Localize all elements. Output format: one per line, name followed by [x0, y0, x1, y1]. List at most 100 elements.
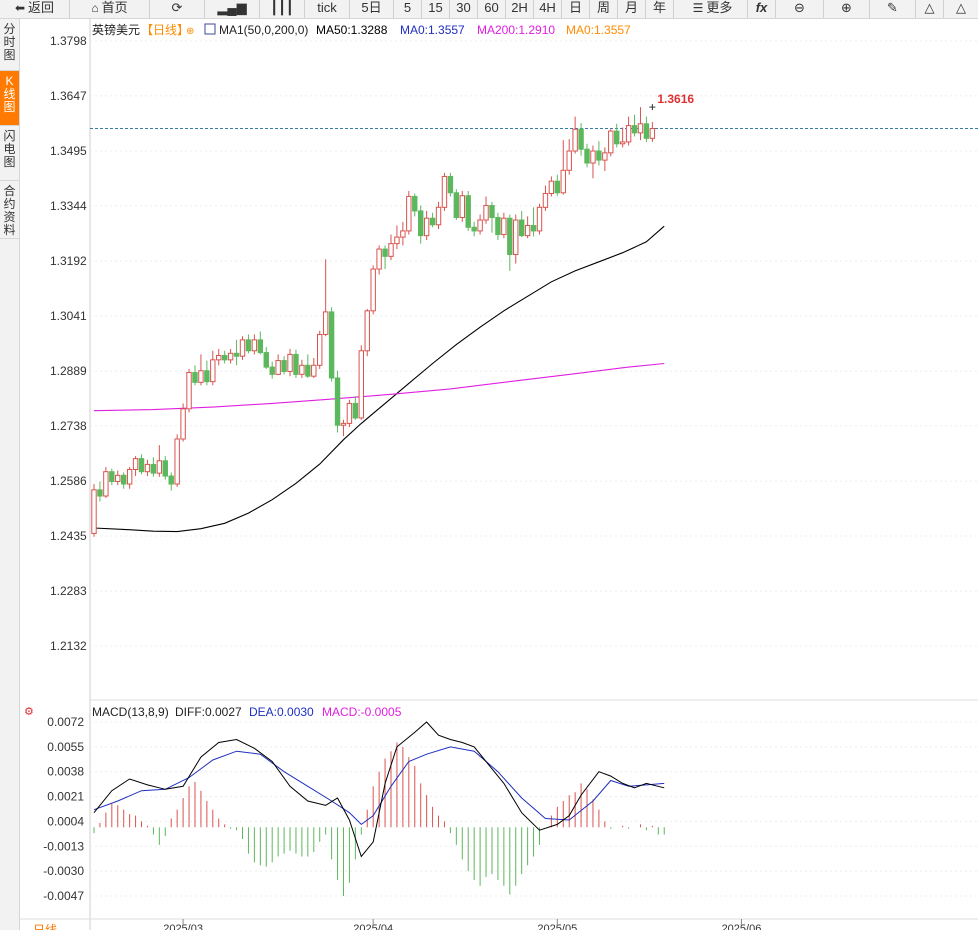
- candle-body[interactable]: [453, 192, 460, 218]
- candle-body[interactable]: [406, 195, 412, 232]
- formula-button[interactable]: fx: [748, 0, 776, 18]
- candle-body[interactable]: [441, 175, 448, 208]
- candle-body[interactable]: [542, 193, 549, 208]
- more-button[interactable]: ☰ 更多: [678, 0, 748, 18]
- candle-body[interactable]: [602, 152, 608, 161]
- candle-body[interactable]: [144, 463, 151, 473]
- candle-body[interactable]: [435, 206, 442, 226]
- candle-body[interactable]: [334, 377, 341, 426]
- candle-body[interactable]: [293, 353, 299, 375]
- candle-body[interactable]: [495, 216, 501, 236]
- candle-body[interactable]: [554, 180, 561, 194]
- candle-body[interactable]: [608, 130, 614, 154]
- candle-body[interactable]: [584, 148, 590, 164]
- candle-body[interactable]: [180, 408, 186, 440]
- candle-body[interactable]: [400, 230, 406, 238]
- period-button-周[interactable]: 周: [590, 0, 618, 18]
- candle-body[interactable]: [156, 460, 163, 474]
- candle-body[interactable]: [192, 372, 198, 383]
- candle-body[interactable]: [346, 402, 353, 424]
- zoom-in-button[interactable]: ⊕: [824, 0, 870, 18]
- back-button[interactable]: ⬅ 返回: [0, 0, 70, 18]
- side-tab-2[interactable]: 闪电图: [0, 126, 19, 181]
- candle-body[interactable]: [121, 474, 127, 485]
- candle-body[interactable]: [97, 489, 103, 497]
- period-button-5日[interactable]: 5日: [350, 0, 394, 18]
- candle-body[interactable]: [233, 352, 240, 357]
- candle-body[interactable]: [394, 236, 400, 245]
- candle-body[interactable]: [275, 360, 281, 375]
- candle-body[interactable]: [447, 175, 454, 194]
- candle-body[interactable]: [649, 128, 656, 139]
- refresh-button[interactable]: ⟳: [150, 0, 205, 18]
- candle-body[interactable]: [317, 333, 323, 366]
- candle-body[interactable]: [132, 458, 139, 471]
- candle-body[interactable]: [637, 123, 644, 134]
- candle-body[interactable]: [631, 125, 638, 134]
- candle-body[interactable]: [489, 205, 495, 218]
- period-button-60[interactable]: 60: [478, 0, 506, 18]
- candle-body[interactable]: [536, 206, 543, 232]
- candle-body[interactable]: [619, 141, 626, 145]
- candle-body[interactable]: [91, 489, 97, 534]
- candle-body[interactable]: [572, 128, 578, 152]
- candle-body[interactable]: [239, 339, 246, 357]
- candle-body[interactable]: [109, 471, 115, 482]
- period-button-月[interactable]: 月: [618, 0, 646, 18]
- candle-body[interactable]: [423, 217, 430, 237]
- candle-body[interactable]: [382, 248, 388, 257]
- candle-body[interactable]: [352, 402, 359, 419]
- side-tab-3[interactable]: 合约资料: [0, 181, 19, 239]
- candle-body[interactable]: [625, 125, 632, 143]
- candle-body[interactable]: [358, 350, 365, 419]
- candle-body[interactable]: [643, 123, 650, 139]
- candle-body[interactable]: [507, 217, 513, 256]
- period-button-5[interactable]: 5: [394, 0, 422, 18]
- candle-body[interactable]: [269, 366, 275, 375]
- candle-body[interactable]: [590, 150, 596, 164]
- candle-body[interactable]: [281, 360, 287, 372]
- candle-body[interactable]: [614, 130, 620, 145]
- candle-body[interactable]: [566, 150, 572, 171]
- candle-body[interactable]: [477, 219, 483, 232]
- candle-body[interactable]: [501, 217, 507, 236]
- indicator-button[interactable]: ▂▄▆: [205, 0, 260, 18]
- candle-body[interactable]: [103, 471, 109, 497]
- candle-body[interactable]: [150, 463, 157, 474]
- candle-body[interactable]: [198, 370, 204, 383]
- candle-body[interactable]: [299, 364, 305, 375]
- candle-body[interactable]: [459, 195, 465, 218]
- candle-body[interactable]: [257, 339, 264, 354]
- candle-body[interactable]: [530, 224, 537, 232]
- candle-body[interactable]: [524, 224, 531, 237]
- tick-button[interactable]: tick: [305, 0, 350, 18]
- candle-body[interactable]: [465, 195, 471, 228]
- candle-body[interactable]: [204, 370, 210, 383]
- candle-body[interactable]: [245, 339, 252, 352]
- candle-body[interactable]: [162, 460, 168, 477]
- candle-body[interactable]: [518, 219, 525, 237]
- candle-body[interactable]: [227, 352, 234, 361]
- candle-body[interactable]: [305, 364, 311, 377]
- candle-body[interactable]: [126, 469, 133, 485]
- period-button-15[interactable]: 15: [422, 0, 450, 18]
- zoom-out-button[interactable]: ⊖: [776, 0, 824, 18]
- candle-body[interactable]: [174, 438, 180, 485]
- candle-body[interactable]: [168, 475, 174, 485]
- period-button-2H[interactable]: 2H: [506, 0, 534, 18]
- triangle-down-button[interactable]: △: [944, 0, 978, 18]
- candle-body[interactable]: [287, 353, 293, 372]
- candle-body[interactable]: [370, 268, 376, 312]
- period-button-4H[interactable]: 4H: [534, 0, 562, 18]
- candle-body[interactable]: [513, 219, 519, 256]
- candle-body[interactable]: [471, 226, 477, 232]
- side-tab-0[interactable]: 分时图: [0, 19, 19, 71]
- candle-body[interactable]: [251, 339, 258, 352]
- candle-body[interactable]: [221, 354, 228, 361]
- candle-body[interactable]: [115, 474, 121, 482]
- candle-body[interactable]: [186, 372, 192, 410]
- home-button[interactable]: ⌂ 首页: [70, 0, 150, 18]
- candle-body[interactable]: [596, 150, 602, 161]
